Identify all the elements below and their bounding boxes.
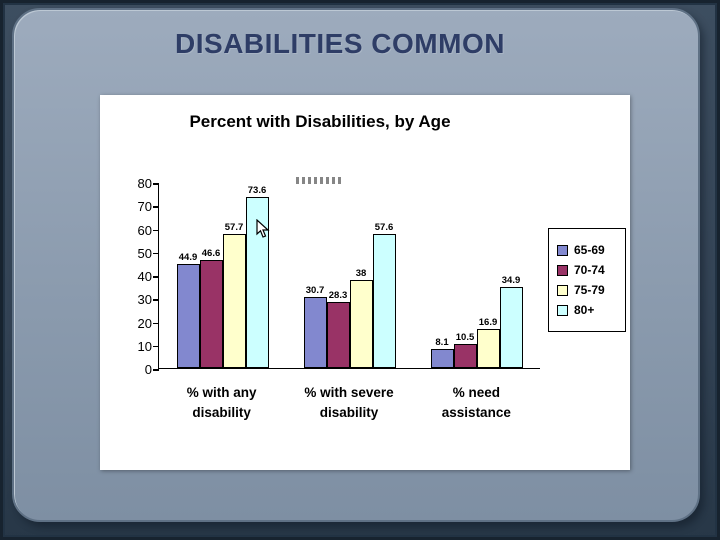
bar-value-label: 28.3 [328,290,348,302]
bar-cell: 46.6 [199,183,223,368]
bar-value-label: 44.9 [178,251,198,263]
plot-area: 44.9 46.6 57.7 73.6 30.7 28.3 38 57.6 8.1 10.5 16.… [153,183,540,371]
legend-item: 70-74 [557,263,617,277]
y-tick-label: 10 [137,338,152,354]
y-tick-label: 70 [137,199,152,215]
bar-value-label: 30.7 [305,284,325,296]
bar-65-69 [176,263,200,368]
y-tick-label: 0 [144,362,152,377]
bar-groups: 44.9 46.6 57.7 73.6 30.7 28.3 38 57.6 8.1 10.5 16.… [159,183,540,368]
y-tick-mark [153,299,159,301]
bar-70-74 [326,302,350,368]
bar-value-label: 16.9 [478,316,498,328]
y-tick-label: 30 [137,292,152,308]
bar-65-69 [303,296,327,368]
x-axis-labels: % with any disability % with severe disab… [158,383,540,422]
bar-70-74 [453,343,477,368]
bar-value-label: 46.6 [201,247,221,259]
legend-item: 75-79 [557,283,617,297]
chart-title: Percent with Disabilities, by Age [189,112,451,131]
slide-title: DISABILITIES COMMON [175,28,505,59]
y-tick-mark [153,369,159,371]
y-tick-label: 80 [137,176,152,191]
y-tick-label: 50 [137,245,152,261]
bar-cell: 73.6 [245,183,269,368]
legend-swatch-icon [557,264,568,276]
bar-cell: 57.7 [222,183,246,368]
y-tick-mark [153,183,159,185]
y-tick-mark [153,252,159,255]
bar-80+ [372,234,396,368]
y-tick-label: 20 [137,315,152,331]
bar-75-79 [349,279,373,368]
y-tick-mark [153,276,159,278]
bar-cell: 10.5 [453,183,477,368]
bar-value-label: 57.6 [374,222,394,234]
bar-cell: 38 [349,183,373,368]
x-category-label: % with severe disability [304,385,394,420]
bar-75-79 [476,328,500,368]
y-tick-mark [153,345,159,348]
bar-cell: 57.6 [372,183,396,368]
legend-swatch-icon [557,244,568,256]
bar-value-label: 38 [355,267,367,279]
bar-65-69 [430,349,454,368]
y-tick-mark [153,322,159,324]
bar-value-label: 10.5 [455,331,475,343]
legend-item: 80+ [557,303,617,317]
bar-80+ [245,196,269,368]
y-tick-label: 40 [137,269,152,284]
legend-swatch-icon [557,304,568,316]
bar-value-label: 34.9 [501,274,521,286]
artifact-smudge [296,177,342,184]
legend-label: 75-79 [574,283,605,297]
bar-value-label: 73.6 [247,184,267,196]
legend-item: 65-69 [557,243,617,257]
bar-cell: 16.9 [476,183,500,368]
bar-80+ [499,286,523,368]
bar-cell: 8.1 [430,183,454,368]
y-tick-mark [153,229,159,231]
bar-cell: 44.9 [176,183,200,368]
legend-label: 70-74 [574,263,605,277]
bar-chart: Percent with Disabilities, by Age 80 70 60… [100,95,630,470]
bar-cell: 30.7 [303,183,327,368]
bar-value-label: 8.1 [435,337,449,349]
y-tick-mark [153,206,159,208]
legend: 65-69 70-74 75-79 80+ [548,228,626,332]
bar-group: 44.9 46.6 57.7 73.6 [159,183,286,368]
y-tick-label: 60 [137,222,152,238]
legend-swatch-icon [557,284,568,296]
bar-75-79 [222,233,246,368]
bar-value-label: 57.7 [224,221,244,233]
y-axis: 80 70 60 50 40 30 20 10 0 [114,177,152,376]
bar-cell: 34.9 [499,183,523,368]
bar-group: 8.1 10.5 16.9 34.9 [413,183,540,368]
legend-label: 65-69 [574,243,605,257]
bar-cell: 28.3 [326,183,350,368]
bar-70-74 [199,259,223,368]
mouse-cursor-icon [256,219,270,238]
x-category-label: % with any disability [186,385,257,420]
x-category-label: % need assistance [441,385,511,420]
bar-group: 30.7 28.3 38 57.6 [286,183,413,368]
legend-label: 80+ [574,303,595,317]
